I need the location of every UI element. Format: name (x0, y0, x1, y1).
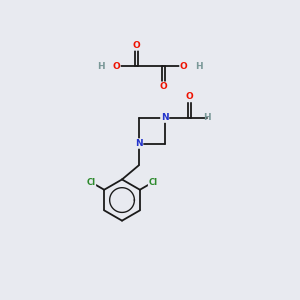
Text: O: O (159, 82, 167, 91)
Text: O: O (112, 61, 120, 70)
Text: Cl: Cl (86, 178, 95, 187)
Text: N: N (135, 139, 142, 148)
Text: O: O (186, 92, 194, 101)
Text: O: O (133, 41, 141, 50)
Text: Cl: Cl (148, 178, 158, 187)
Text: H: H (204, 113, 211, 122)
Text: O: O (180, 61, 188, 70)
Text: H: H (195, 61, 203, 70)
Text: N: N (161, 113, 169, 122)
Text: H: H (98, 61, 105, 70)
